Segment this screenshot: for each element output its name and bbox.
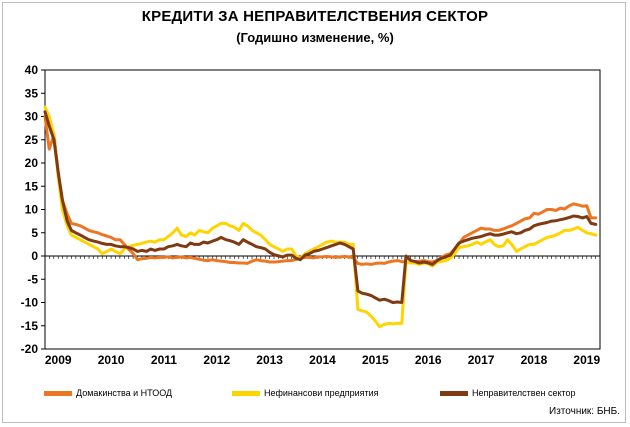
chart-title: КРЕДИТИ ЗА НЕПРАВИТЕЛСТВЕНИЯ СЕКТОР (141, 8, 489, 25)
x-tick-label: 2013 (256, 353, 283, 367)
plot-area-border (44, 69, 601, 350)
legend-label-households: Домакинства и НТООД (76, 388, 173, 398)
x-tick-label: 2019 (573, 353, 600, 367)
legend-label-nonfinancial: Нефинансови предприятия (264, 388, 379, 398)
x-tick-label: 2012 (203, 353, 230, 367)
chart-subtitle: (Годишно изменение, %) (236, 30, 394, 45)
legend-label-nongovernment: Неправителствен сектор (472, 388, 576, 398)
legend-item-nongovernment: Неправителствен сектор (440, 386, 576, 400)
x-tick-label: 2017 (468, 353, 495, 367)
x-tick-label: 2016 (415, 353, 442, 367)
legend-swatch-nonfinancial (232, 390, 260, 396)
source-note: Източник: БНБ. (549, 406, 620, 417)
y-tick-label: 5 (31, 226, 38, 240)
chart-frame (2, 2, 626, 423)
y-tick-label: 10 (25, 203, 39, 217)
x-tick-label: 2015 (362, 353, 389, 367)
y-tick-label: 20 (25, 156, 39, 170)
chart-axes: -20 -15 -10 -5 0 5 10 15 20 25 30 35 40 2009 2010 2011 2… (21, 63, 601, 367)
legend-swatch-nongovernment (440, 390, 468, 396)
series-line-3 (43, 110, 598, 304)
y-tick-label: 35 (25, 86, 39, 100)
y-tick-label: 25 (25, 133, 39, 147)
x-tick-label: 2014 (309, 353, 336, 367)
legend-item-households: Домакинства и НТООД (44, 386, 172, 400)
y-tick-label: -10 (21, 296, 39, 310)
series-layer (43, 105, 598, 329)
y-tick-label: 40 (25, 63, 39, 77)
series-line-1 (43, 115, 598, 266)
series-line-2 (43, 105, 598, 329)
x-tick-label: 2009 (45, 353, 72, 367)
y-tick-label: 30 (25, 110, 39, 124)
y-tick-label: -20 (21, 342, 39, 356)
x-tick-label: 2010 (98, 353, 125, 367)
y-tick-label: 15 (25, 179, 39, 193)
x-tick-label: 2011 (151, 353, 177, 367)
y-tick-label: 0 (31, 249, 38, 263)
legend-swatch-households (44, 390, 72, 396)
y-tick-label: -5 (27, 272, 38, 286)
legend-item-nonfinancial: Нефинансови предприятия (232, 386, 379, 400)
x-tick-label: 2018 (521, 353, 548, 367)
y-tick-label: -15 (21, 319, 39, 333)
